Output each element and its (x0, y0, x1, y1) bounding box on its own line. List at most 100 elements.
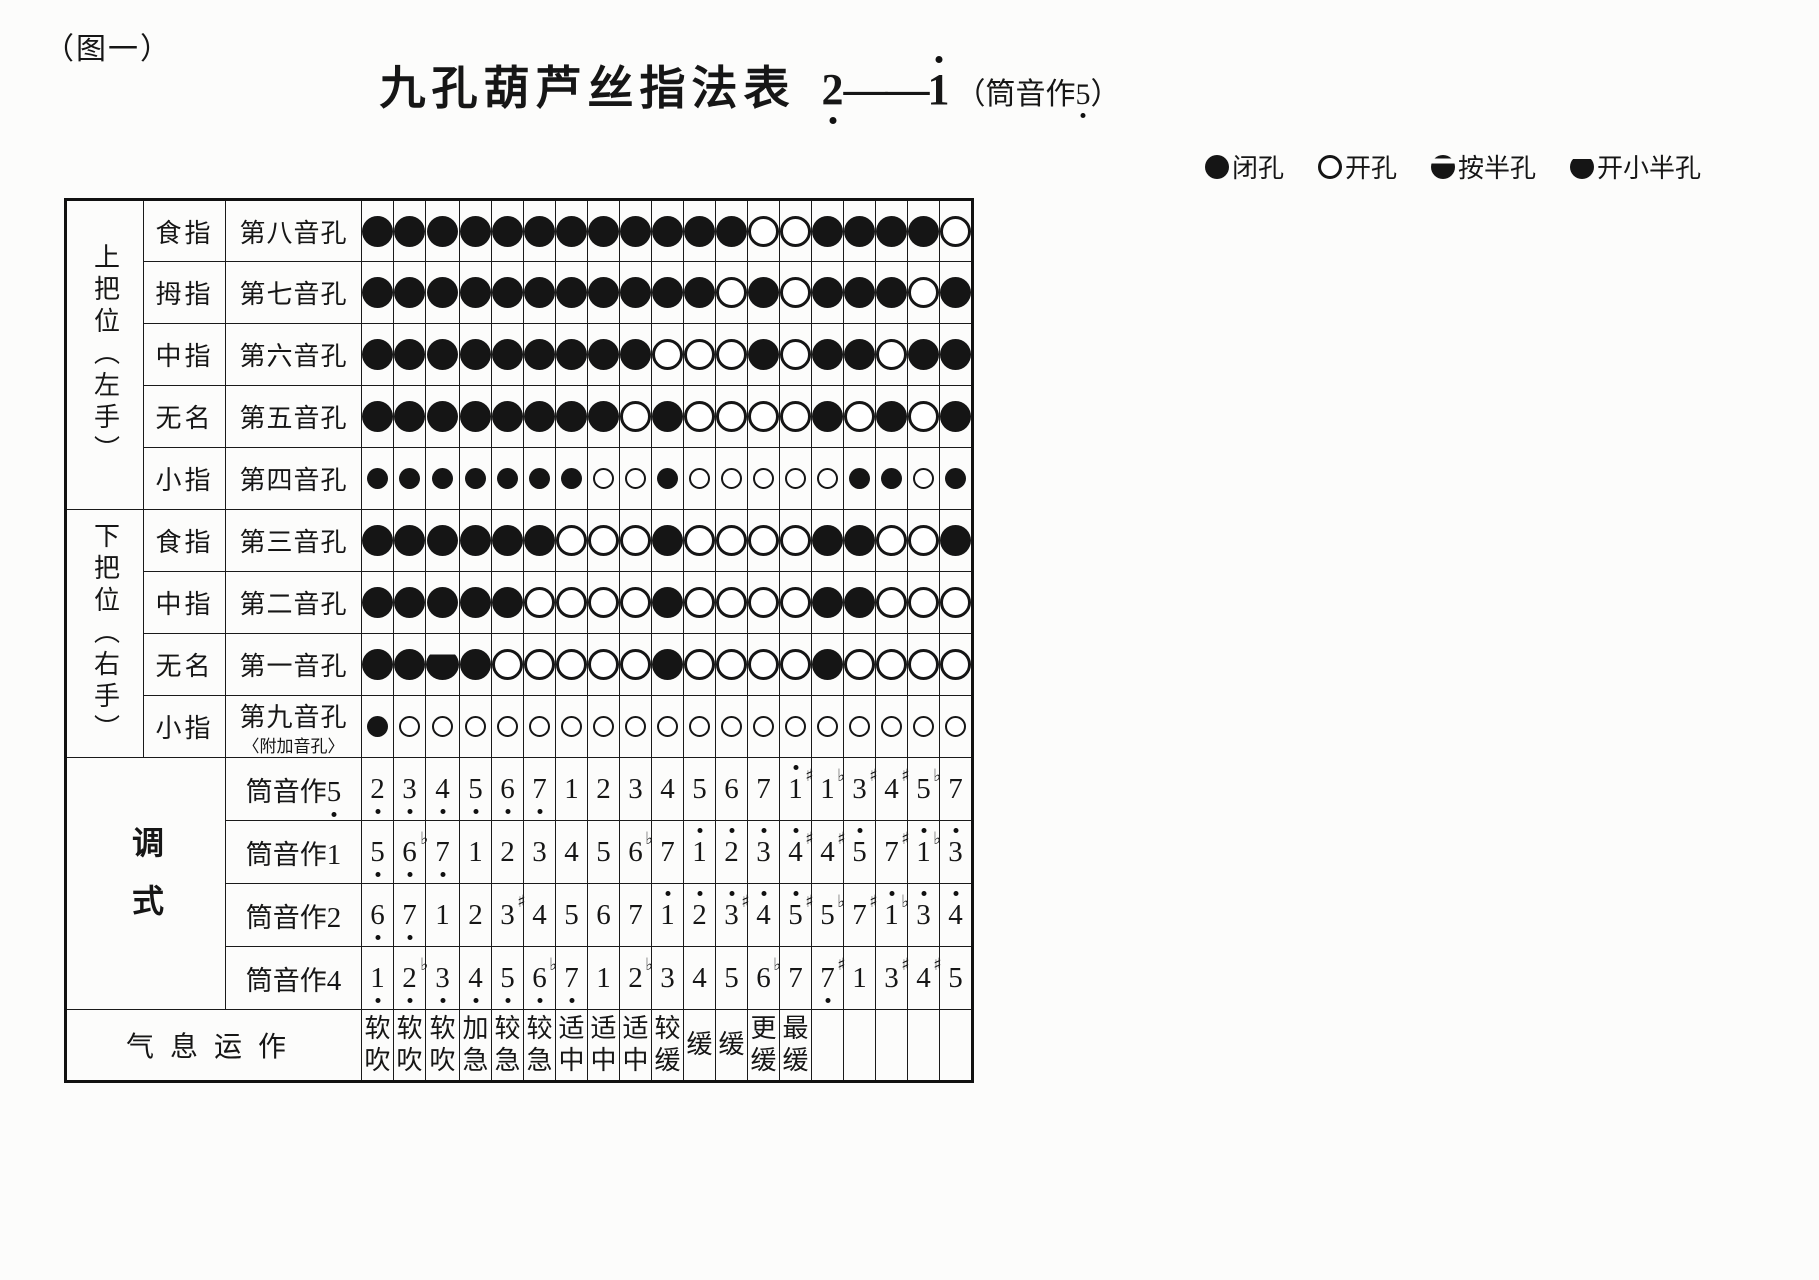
closed-hole-icon (652, 401, 683, 432)
hole-cell-r8-c9 (619, 695, 652, 758)
hole-cell-r2-c1 (361, 323, 394, 386)
hole-cell-r0-c11 (683, 199, 716, 262)
closed-hole-icon (394, 215, 425, 247)
note-number: 1 (326, 838, 342, 871)
mode-cell-m1-c12: 2 (715, 820, 748, 884)
breath-cell-c10: 较缓 (651, 1009, 684, 1082)
open-hole-icon (620, 587, 651, 618)
jianpu-note: ♭ 7 (645, 830, 675, 867)
octave-dot-above (761, 890, 766, 896)
mode-cell-m2-c3: 1 (425, 883, 460, 947)
closed-hole-icon (460, 587, 491, 618)
note-number: 7 (756, 772, 771, 805)
accidental: ♭ (837, 765, 846, 786)
note-number: 2 (596, 772, 611, 805)
open-hole-icon (556, 525, 587, 556)
hole-row-5: 下把位（右手） 食指 第三音孔 (65, 509, 973, 758)
mode-cell-m2-c16: ♭ 7 (837, 883, 876, 947)
octave-dot-above (889, 890, 894, 896)
mode-cell-m3-c16: ♯ 1 (837, 946, 876, 1010)
closed-hole-icon (684, 215, 715, 247)
mode-cell-m2-c12: 3 (715, 883, 748, 947)
figure-label: （图一） (44, 33, 172, 66)
closed-hole-icon (812, 587, 843, 618)
note-number: 3 (500, 898, 515, 931)
closed-hole-icon (657, 468, 678, 489)
breath-cell-c13: 更缓 (747, 1009, 780, 1082)
mode-label-2: 筒音作2 (225, 883, 362, 947)
hole-label-text: 第一音孔 (239, 652, 348, 681)
closed-hole-icon (812, 525, 843, 556)
hole-label-text: 第六音孔 (239, 342, 348, 371)
jianpu-note: ♯ 4 (901, 956, 931, 993)
hole-cell-r7-c15 (811, 633, 844, 696)
breath-cell-c1: 软吹 (361, 1009, 394, 1082)
note-number: 1 (564, 772, 579, 805)
octave-dot-above (793, 764, 798, 770)
hole-cell-r1-c9 (619, 261, 652, 324)
accidental: ♯ (741, 891, 750, 912)
note-number: 5 (916, 772, 931, 805)
hole-cell-r1-c19 (939, 261, 973, 324)
jianpu-note: 3 (500, 898, 515, 931)
hole-cell-r4-c7 (555, 447, 588, 510)
hole-cell-r5-c18 (907, 509, 940, 572)
open-hole-icon (876, 525, 907, 556)
hole-cell-r4-c8 (587, 447, 620, 510)
jianpu-note: 6 (402, 837, 417, 877)
octave-dot-below (473, 997, 478, 1003)
jianpu-note: ♯ 1 (837, 956, 867, 993)
octave-dot-below (537, 997, 542, 1003)
hole-cell-r2-c15 (811, 323, 844, 386)
note-number: 1 (468, 835, 483, 868)
jianpu-note: 1 (660, 890, 675, 930)
hole-cell-r5-c6 (523, 509, 556, 572)
note-number: 2 (724, 835, 739, 868)
mode-label-3: 筒音作4 (225, 946, 362, 1010)
note-number: 2 (468, 898, 483, 931)
note-number: 3 (660, 961, 675, 994)
open-hole-icon (625, 468, 646, 489)
note-number: 5 (788, 898, 803, 931)
breath-text: 最缓 (782, 1013, 809, 1076)
hole-label-text: 第五音孔 (239, 404, 348, 433)
title-note: 2 (822, 68, 844, 124)
title-note: 5 (1076, 80, 1091, 118)
hole-cell-r7-c16 (843, 633, 876, 696)
jianpu-note: ♯ 4 (805, 830, 835, 867)
hole-cell-r2-c10 (651, 323, 684, 386)
breath-text: 软吹 (429, 1013, 456, 1076)
mode-cell-m2-c7: 5 (555, 883, 588, 947)
hole-cell-r7-c11 (683, 633, 716, 696)
closed-hole-icon (524, 401, 555, 432)
hole-cell-r2-c11 (683, 323, 716, 386)
note-number: 6 (596, 898, 611, 931)
half-press-hole-icon (1430, 154, 1455, 179)
hole-cell-r3-c4 (459, 385, 492, 448)
mode-cell-m0-c19: ♭ 7 (933, 757, 973, 821)
finger-label: 食指 (143, 509, 226, 572)
breath-text: 更缓 (750, 1013, 777, 1076)
jianpu-note: 1 (564, 772, 579, 805)
breath-text: 较缓 (654, 1013, 681, 1076)
mode-cell-m3-c19: ♯ 5 (933, 946, 973, 1010)
accidental: ♭ (773, 954, 782, 975)
hole-label: 第七音孔 (225, 261, 362, 324)
note-number: 2 (500, 835, 515, 868)
closed-hole-icon (427, 525, 458, 556)
finger-label: 中指 (143, 571, 226, 634)
breath-text: 适中 (622, 1013, 649, 1076)
finger-label: 小指 (143, 695, 226, 758)
open-hole-icon (908, 587, 939, 618)
jianpu-note: 4 (692, 963, 707, 993)
open-hole-icon (780, 277, 811, 308)
hole-cell-r2-c18 (907, 323, 940, 386)
note-number: 2 (370, 772, 385, 805)
closed-hole-icon (394, 401, 425, 432)
open-hole-icon (844, 401, 875, 432)
hole-cell-r4-c17 (875, 447, 908, 510)
note-number: 3 (435, 961, 450, 994)
breath-cell-c5: 较急 (491, 1009, 524, 1082)
open-hole-icon (780, 401, 811, 432)
open-hole-icon (689, 716, 710, 737)
